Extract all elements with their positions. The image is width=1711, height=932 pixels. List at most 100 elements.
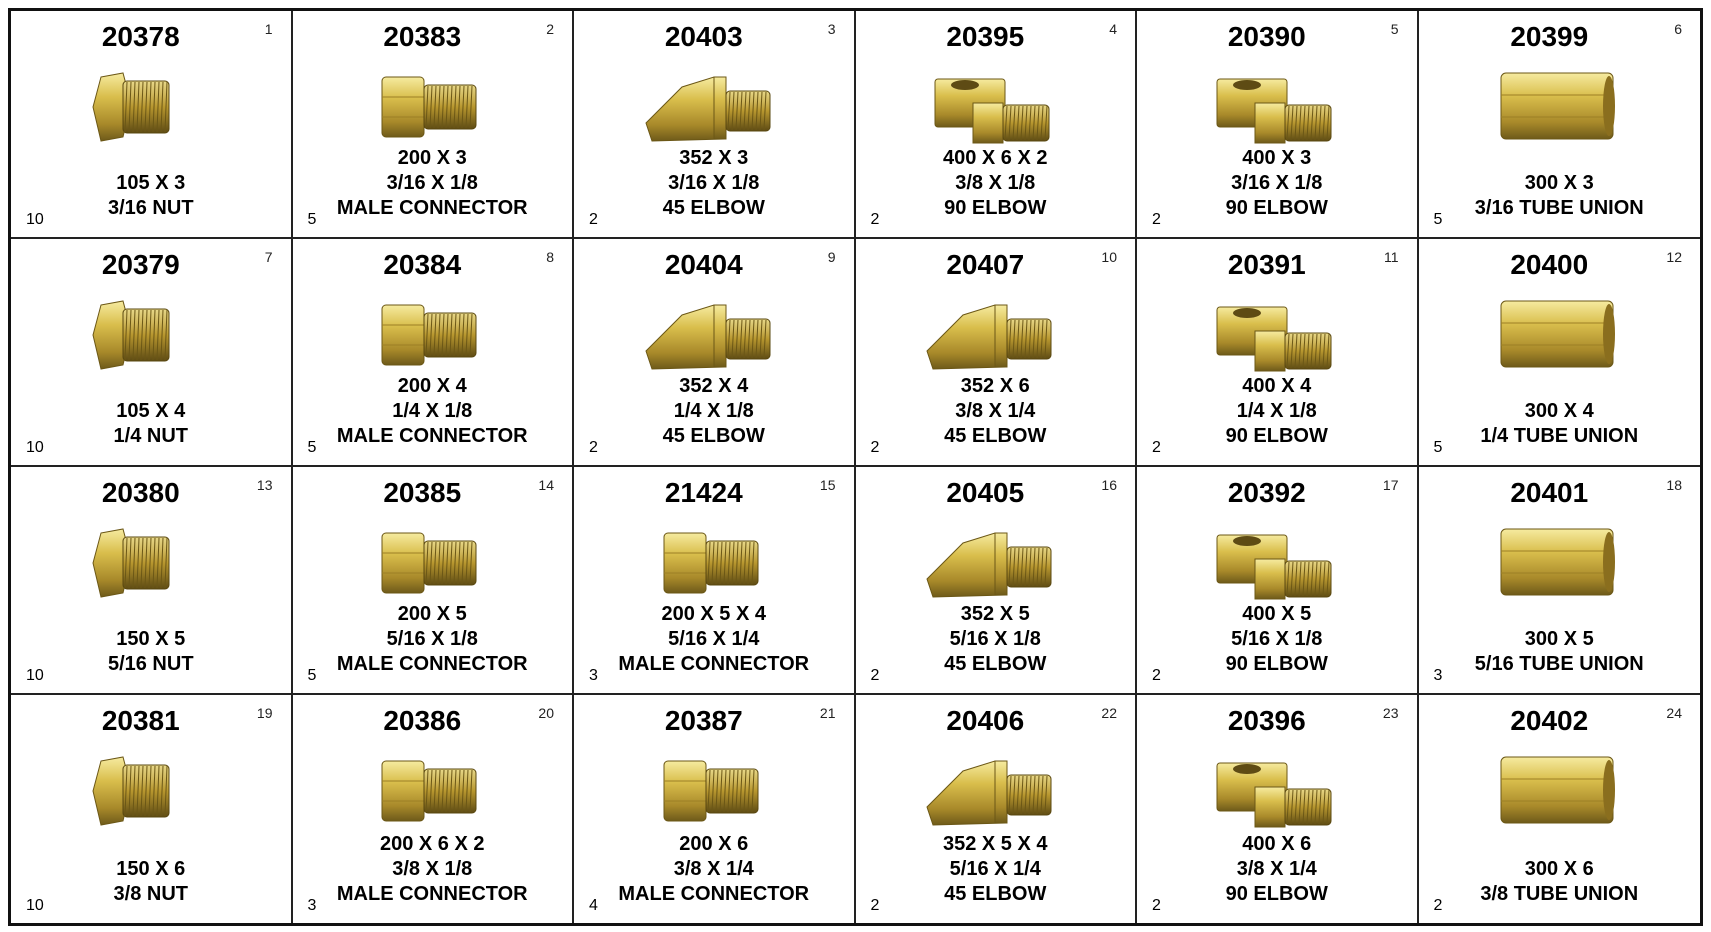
description-line: 5/16 X 1/4 xyxy=(668,628,760,650)
part-number: 20386 xyxy=(383,705,462,736)
quantity: 2 xyxy=(589,439,598,456)
part-cell: 20405 16 352 X 5 5/16 X 1/8 45 ELBOW 2 xyxy=(855,467,1137,695)
description: 352 X 5 5/16 X 1/8 45 ELBOW xyxy=(866,602,1126,677)
part-cell: 20381 19 150 X 6 3/8 NUT 10 xyxy=(11,695,293,923)
description: 352 X 4 1/4 X 1/8 45 ELBOW xyxy=(584,374,844,449)
part-image xyxy=(1500,300,1616,368)
part-image xyxy=(381,76,477,138)
part-image xyxy=(92,756,170,826)
description-line: 90 ELBOW xyxy=(1225,197,1328,219)
part-image xyxy=(1216,306,1332,372)
description-line: 200 X 6 X 2 xyxy=(379,833,485,855)
description-line: 352 X 5 X 4 xyxy=(942,833,1048,855)
description-line: 400 X 3 xyxy=(1242,147,1312,169)
item-index: 9 xyxy=(827,249,836,265)
item-index: 7 xyxy=(264,249,273,265)
description-line: 200 X 4 xyxy=(397,375,467,397)
quantity: 2 xyxy=(1433,897,1443,914)
part-image xyxy=(1216,534,1332,600)
quantity: 5 xyxy=(1433,211,1443,228)
item-index: 22 xyxy=(1101,705,1117,721)
part-cell: 20391 11 400 X 4 1/4 X 1/8 90 ELBOW 2 xyxy=(1137,239,1419,467)
item-index: 12 xyxy=(1666,249,1682,265)
description-line: 5/16 TUBE UNION xyxy=(1474,653,1644,675)
description: 150 X 5 5/16 NUT xyxy=(21,627,281,677)
part-number: 20378 xyxy=(101,21,180,52)
part-cell: 20395 4 400 X 6 X 2 3/8 X 1/8 90 ELBOW 2 xyxy=(855,11,1137,239)
quantity: 2 xyxy=(870,897,880,914)
quantity: 2 xyxy=(1152,897,1161,914)
description: 300 X 4 1/4 TUBE UNION xyxy=(1429,399,1691,449)
description-line: 3/8 X 1/4 xyxy=(1236,858,1317,880)
item-index: 5 xyxy=(1390,21,1399,37)
quantity: 5 xyxy=(1433,439,1443,456)
description: 200 X 6 X 2 3/8 X 1/8 MALE CONNECTOR xyxy=(303,832,563,907)
description-line: 45 ELBOW xyxy=(944,653,1047,675)
description-line: 45 ELBOW xyxy=(944,425,1047,447)
description-line: 150 X 6 xyxy=(116,858,186,880)
part-number: 20403 xyxy=(664,21,743,52)
item-index: 19 xyxy=(256,705,273,721)
description-line: 352 X 5 xyxy=(960,603,1030,625)
description-line: MALE CONNECTOR xyxy=(618,653,810,675)
part-number: 20401 xyxy=(1510,477,1589,508)
part-image xyxy=(926,304,1052,370)
item-index: 24 xyxy=(1666,705,1682,721)
part-image xyxy=(92,528,170,598)
description-line: 200 X 5 xyxy=(397,603,467,625)
part-number: 20407 xyxy=(946,249,1025,280)
description-line: 3/16 X 1/8 xyxy=(386,172,478,194)
description-line: 300 X 4 xyxy=(1524,400,1594,422)
description-line: 300 X 3 xyxy=(1524,172,1594,194)
description: 300 X 6 3/8 TUBE UNION xyxy=(1429,857,1691,907)
description-line: 1/4 NUT xyxy=(113,425,188,447)
description-line: MALE CONNECTOR xyxy=(618,883,810,905)
part-cell: 20399 6 300 X 3 3/16 TUBE UNION 5 xyxy=(1418,11,1700,239)
description-line: 105 X 3 xyxy=(116,172,186,194)
description-line: MALE CONNECTOR xyxy=(336,883,528,905)
item-index: 10 xyxy=(1101,249,1117,265)
part-number: 20384 xyxy=(383,249,462,280)
description: 352 X 6 3/8 X 1/4 45 ELBOW xyxy=(866,374,1126,449)
description-line: 90 ELBOW xyxy=(1225,883,1328,905)
part-image xyxy=(934,78,1050,144)
description-line: 90 ELBOW xyxy=(1225,653,1328,675)
description-line: 352 X 4 xyxy=(679,375,749,397)
description: 105 X 4 1/4 NUT xyxy=(21,399,281,449)
quantity: 2 xyxy=(1152,439,1161,456)
quantity: 3 xyxy=(589,667,598,684)
description-line: 300 X 6 xyxy=(1524,858,1594,880)
description-line: 5/16 X 1/4 xyxy=(949,858,1041,880)
description: 200 X 5 5/16 X 1/8 MALE CONNECTOR xyxy=(303,602,563,677)
item-index: 6 xyxy=(1674,21,1682,37)
description-line: 5/16 X 1/8 xyxy=(949,628,1041,650)
item-index: 1 xyxy=(264,21,273,37)
part-cell: 20386 20 200 X 6 X 2 3/8 X 1/8 MALE CONNECTO… xyxy=(293,695,574,923)
description-line: 400 X 6 xyxy=(1242,833,1312,855)
quantity: 10 xyxy=(26,211,44,228)
part-number: 20406 xyxy=(946,705,1025,736)
description: 300 X 5 5/16 TUBE UNION xyxy=(1429,627,1691,677)
description: 400 X 6 3/8 X 1/4 90 ELBOW xyxy=(1147,832,1407,907)
quantity: 3 xyxy=(307,897,317,914)
description-line: 3/8 X 1/4 xyxy=(955,400,1036,422)
part-number: 20390 xyxy=(1227,21,1306,52)
part-image xyxy=(1216,78,1332,144)
part-cell: 21424 15 200 X 5 X 4 5/16 X 1/4 MALE CONNECT… xyxy=(574,467,856,695)
quantity: 5 xyxy=(307,667,317,684)
item-index: 17 xyxy=(1382,477,1399,493)
quantity: 5 xyxy=(307,439,317,456)
description-line: 3/8 TUBE UNION xyxy=(1480,883,1639,905)
description-line: 5/16 X 1/8 xyxy=(386,628,478,650)
description-line: MALE CONNECTOR xyxy=(336,653,528,675)
description-line: 3/16 TUBE UNION xyxy=(1474,197,1644,219)
quantity: 2 xyxy=(589,211,598,228)
part-number: 20387 xyxy=(664,705,743,736)
description-line: 3/8 NUT xyxy=(113,883,188,905)
description-line: MALE CONNECTOR xyxy=(336,197,528,219)
quantity: 2 xyxy=(1152,211,1161,228)
part-number: 20379 xyxy=(101,249,180,280)
description-line: 3/8 X 1/8 xyxy=(392,858,473,880)
part-cell: 20403 3 352 X 3 3/16 X 1/8 45 ELBOW 2 xyxy=(574,11,856,239)
